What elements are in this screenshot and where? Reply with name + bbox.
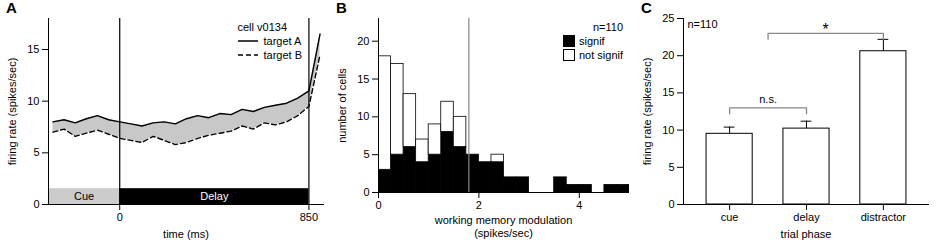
svg-text:10: 10 <box>662 124 674 136</box>
html-text:n=110: n=110 <box>592 21 623 33</box>
svg-text:Cue: Cue <box>74 190 94 202</box>
svg-text:15: 15 <box>662 86 674 98</box>
html-text:target B: target B <box>263 49 302 61</box>
svg-text:25: 25 <box>662 12 674 24</box>
svg-text:15: 15 <box>357 73 369 85</box>
html-text:A: A <box>6 0 17 16</box>
svg-text:850: 850 <box>300 211 318 223</box>
svg-text:5: 5 <box>668 161 674 173</box>
svg-text:0: 0 <box>375 199 381 211</box>
svg-text:2: 2 <box>476 199 482 211</box>
svg-text:0: 0 <box>33 198 39 210</box>
html-text:not signif: not signif <box>579 49 623 61</box>
html-text:B: B <box>336 0 347 16</box>
svg-text:*: * <box>823 21 829 38</box>
svg-text:Delay: Delay <box>200 190 229 202</box>
html-text:time (ms): time (ms) <box>163 228 209 240</box>
html-text:C: C <box>641 0 652 16</box>
html-text:cell v0134: cell v0134 <box>237 21 287 33</box>
svg-text:delay: delay <box>793 211 820 223</box>
svg-text:20: 20 <box>357 35 369 47</box>
svg-text:0: 0 <box>117 211 123 223</box>
html-text:target A: target A <box>263 35 302 47</box>
svg-text:n=110: n=110 <box>688 18 718 30</box>
html-text:working memory modulation (spi: working memory modulation (spikes/sec) <box>434 214 573 239</box>
html-text:signif: signif <box>579 35 605 47</box>
html-text:trial phase: trial phase <box>780 228 832 240</box>
svg-text:distractor: distractor <box>861 211 907 223</box>
svg-text:firing rate (spikes/sec): firing rate (spikes/sec) <box>641 58 653 166</box>
svg-text:cue: cue <box>721 211 739 223</box>
svg-text:0: 0 <box>363 186 369 198</box>
svg-text:firing rate (spikes/sec): firing rate (spikes/sec) <box>6 58 18 166</box>
svg-text:20: 20 <box>662 49 674 61</box>
svg-text:5: 5 <box>33 146 39 158</box>
svg-text:0: 0 <box>668 198 674 210</box>
svg-text:5: 5 <box>363 148 369 160</box>
svg-text:n.s.: n.s. <box>759 93 777 105</box>
svg-text:10: 10 <box>357 110 369 122</box>
svg-text:4: 4 <box>576 199 582 211</box>
svg-text:15: 15 <box>27 43 39 55</box>
svg-text:number of cells: number of cells <box>336 68 348 143</box>
svg-text:10: 10 <box>27 95 39 107</box>
